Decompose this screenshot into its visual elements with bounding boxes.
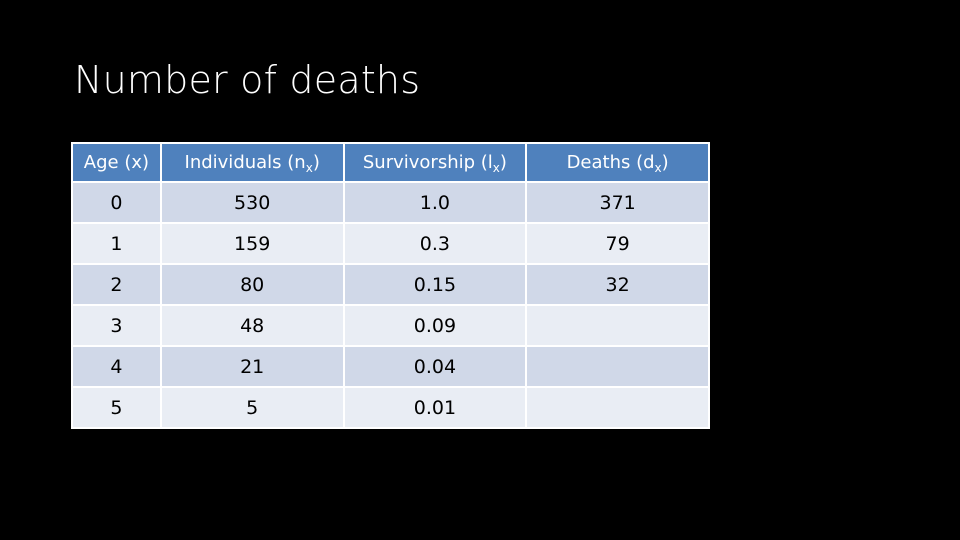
cell-age: 2 <box>73 265 160 304</box>
table-row: 4 21 0.04 <box>73 347 708 386</box>
cell-survivorship: 0.3 <box>344 224 526 263</box>
table-row: 0 530 1.0 371 <box>73 183 708 222</box>
table-row: 5 5 0.01 <box>73 388 708 427</box>
header-deaths-text: Deaths (d <box>566 152 655 173</box>
header-individuals: Individuals (nx) <box>161 144 343 181</box>
cell-individuals: 159 <box>161 224 343 263</box>
header-deaths: Deaths (dx) <box>527 144 708 181</box>
cell-survivorship: 1.0 <box>344 183 526 222</box>
cell-individuals: 530 <box>161 183 343 222</box>
header-deaths-subscript: x <box>654 161 662 175</box>
table-header-row: Age (x) Individuals (nx) Survivorship (l… <box>73 144 708 181</box>
cell-age: 3 <box>73 306 160 345</box>
cell-deaths: 32 <box>527 265 708 304</box>
header-survivorship: Survivorship (lx) <box>344 144 526 181</box>
header-individuals-text: Individuals (n <box>184 152 306 173</box>
table-row: 2 80 0.15 32 <box>73 265 708 304</box>
header-individuals-suffix: ) <box>312 152 320 173</box>
header-survivorship-suffix: ) <box>499 152 507 173</box>
cell-age: 0 <box>73 183 160 222</box>
cell-age: 4 <box>73 347 160 386</box>
slide-title: Number of deaths <box>74 58 421 102</box>
cell-deaths <box>527 388 708 427</box>
header-individuals-subscript: x <box>305 161 313 175</box>
header-age: Age (x) <box>73 144 160 181</box>
cell-survivorship: 0.15 <box>344 265 526 304</box>
cell-individuals: 48 <box>161 306 343 345</box>
header-age-text: Age (x) <box>83 152 150 173</box>
cell-individuals: 5 <box>161 388 343 427</box>
life-table: Age (x) Individuals (nx) Survivorship (l… <box>71 142 710 429</box>
cell-individuals: 21 <box>161 347 343 386</box>
cell-deaths <box>527 306 708 345</box>
header-survivorship-subscript: x <box>492 161 500 175</box>
cell-deaths: 371 <box>527 183 708 222</box>
header-survivorship-text: Survivorship (l <box>362 152 493 173</box>
cell-deaths: 79 <box>527 224 708 263</box>
cell-individuals: 80 <box>161 265 343 304</box>
table-row: 3 48 0.09 <box>73 306 708 345</box>
cell-survivorship: 0.01 <box>344 388 526 427</box>
cell-deaths <box>527 347 708 386</box>
cell-survivorship: 0.04 <box>344 347 526 386</box>
header-deaths-suffix: ) <box>661 152 669 173</box>
table-row: 1 159 0.3 79 <box>73 224 708 263</box>
cell-age: 1 <box>73 224 160 263</box>
cell-survivorship: 0.09 <box>344 306 526 345</box>
cell-age: 5 <box>73 388 160 427</box>
